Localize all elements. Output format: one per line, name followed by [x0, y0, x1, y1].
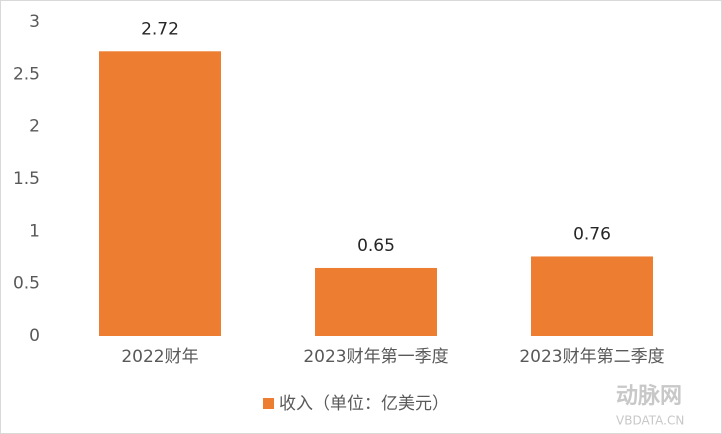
- value-label: 0.65: [357, 236, 395, 256]
- y-tick-label: 1.5: [13, 169, 40, 189]
- y-tick-label: 1: [29, 221, 40, 241]
- bar: [531, 256, 653, 336]
- legend-swatch: [263, 398, 274, 409]
- watermark: VBDATA.CN: [616, 414, 684, 428]
- x-tick-label: 2023财年第二季度: [519, 347, 664, 367]
- legend-label: 收入（单位：亿美元）: [279, 394, 449, 414]
- bar: [99, 51, 221, 336]
- value-label: 2.72: [141, 19, 179, 39]
- y-tick-label: 3: [29, 12, 40, 32]
- value-label: 0.76: [573, 224, 611, 244]
- watermark: 动脉网: [616, 384, 682, 409]
- y-tick-label: 0.5: [13, 274, 40, 294]
- y-tick-label: 2.5: [13, 64, 40, 84]
- x-tick-label: 2023财年第一季度: [303, 347, 448, 367]
- bar: [315, 267, 437, 336]
- y-tick-label: 0: [29, 326, 40, 346]
- x-tick-label: 2022财年: [121, 347, 198, 367]
- y-tick-label: 2: [29, 117, 40, 137]
